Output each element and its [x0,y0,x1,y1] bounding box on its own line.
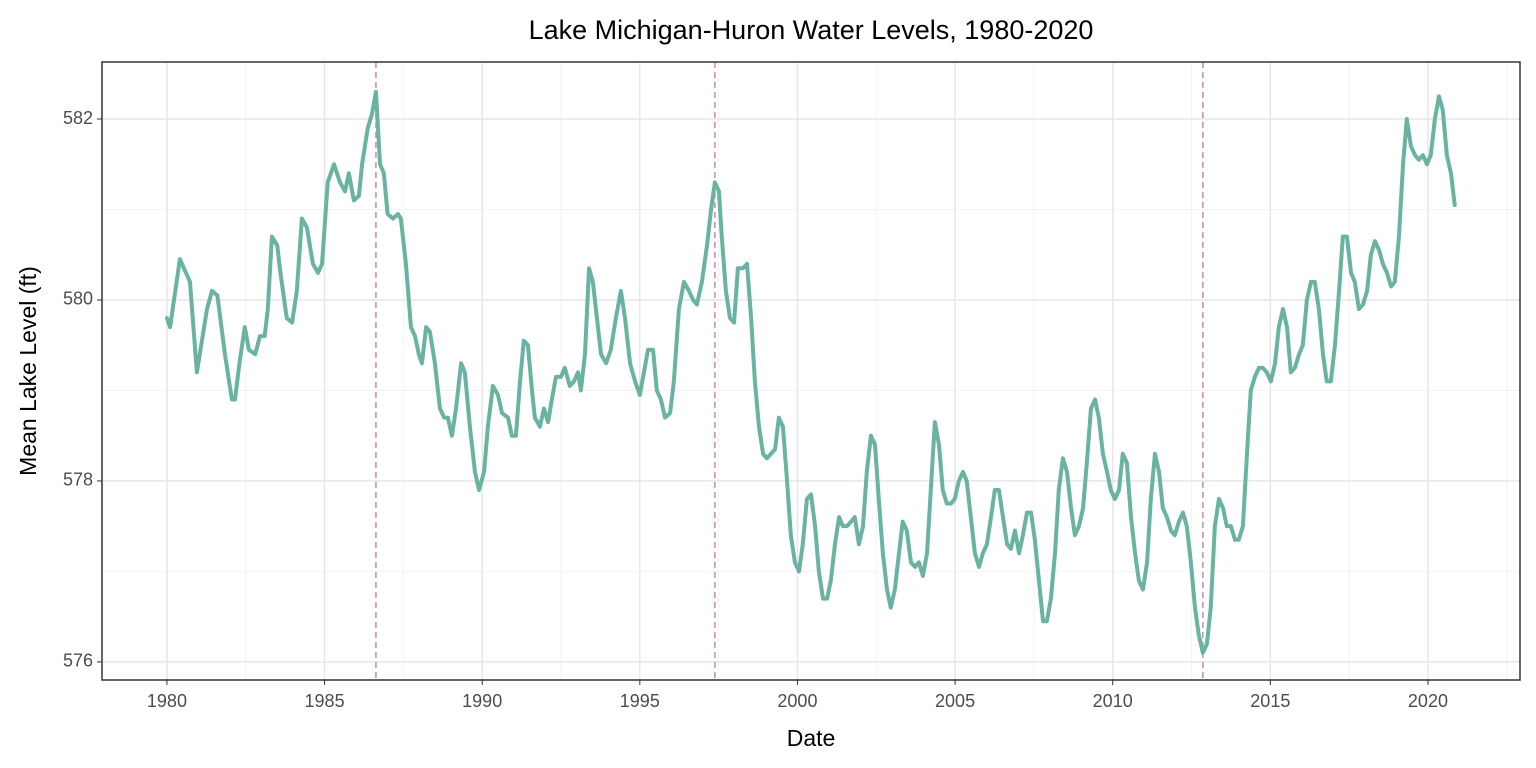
x-axis-label: Date [787,725,836,751]
y-tick-label: 576 [63,651,93,671]
data-line [164,89,1457,655]
y-tick-label: 578 [63,470,93,490]
y-tick-label: 580 [63,289,93,309]
x-tick-label: 1995 [620,691,660,711]
x-tick-label: 2020 [1408,691,1448,711]
x-tick-label: 2015 [1250,691,1290,711]
x-tick-label: 1985 [305,691,345,711]
x-tick-label: 2005 [935,691,975,711]
x-tick-label: 1990 [462,691,502,711]
chart-title: Lake Michigan-Huron Water Levels, 1980-2… [529,15,1094,45]
y-axis-label: Mean Lake Level (ft) [15,266,41,476]
x-tick-label: 1980 [147,691,187,711]
x-tick-label: 2000 [777,691,817,711]
y-tick-label: 582 [63,108,93,128]
plot-border [101,61,1521,681]
x-tick-label: 2010 [1093,691,1133,711]
